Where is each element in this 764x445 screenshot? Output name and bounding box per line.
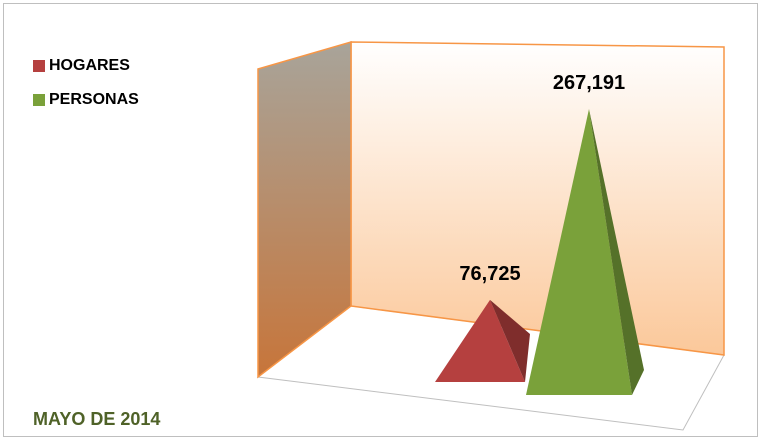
- back-wall: [350, 41, 725, 356]
- pyramid-side-hogares: [490, 299, 530, 382]
- pyramid-side-personas: [589, 109, 644, 395]
- legend: HOGARES PERSONAS: [33, 55, 139, 123]
- bars-group: 76,725 267,191: [435, 72, 644, 395]
- legend-label-personas: PERSONAS: [49, 91, 139, 108]
- side-wall: [257, 41, 352, 379]
- chart-caption: MAYO DE 2014: [33, 409, 161, 429]
- legend-swatch-personas: [33, 94, 45, 106]
- data-label-hogares: 76,725: [459, 263, 520, 285]
- pyramid-front-personas: [526, 109, 632, 395]
- legend-item-personas: PERSONAS: [33, 89, 139, 111]
- legend-label-hogares: HOGARES: [49, 57, 130, 74]
- pyramid-front-hogares: [435, 299, 525, 382]
- legend-item-hogares: HOGARES: [33, 55, 139, 77]
- data-label-personas: 267,191: [553, 72, 625, 94]
- legend-swatch-hogares: [33, 60, 45, 72]
